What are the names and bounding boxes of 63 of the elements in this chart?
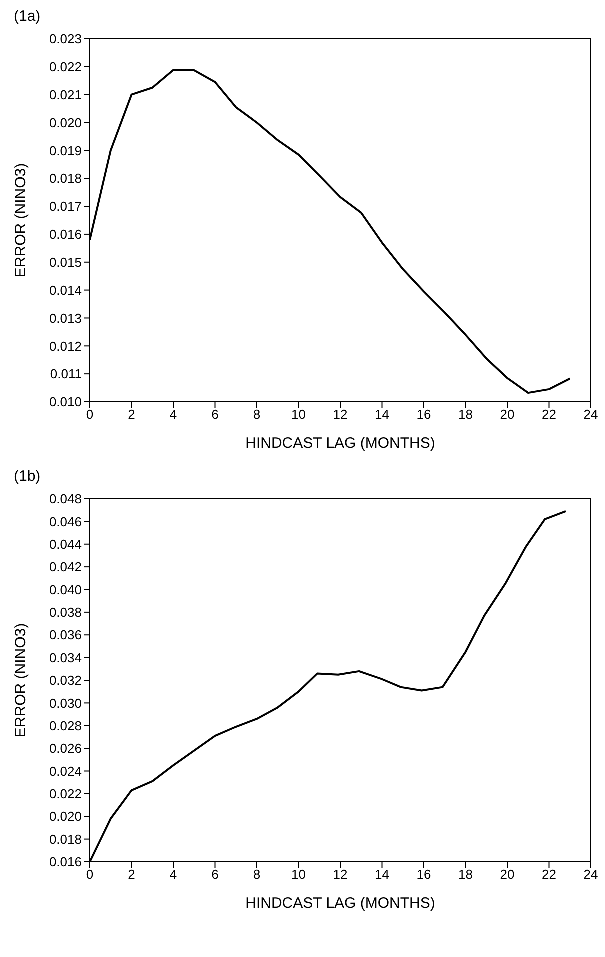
y-tick-label: 0.022: [49, 786, 82, 802]
y-tick-label: 0.034: [49, 650, 82, 666]
y-tick-label: 0.014: [49, 282, 82, 298]
y-tick-label: 0.046: [49, 514, 82, 530]
x-tick-label: 24: [584, 407, 598, 422]
x-tick-label: 6: [212, 867, 219, 882]
x-tick-label: 4: [170, 867, 178, 882]
x-tick-label: 22: [542, 407, 556, 422]
x-tick-label: 6: [212, 407, 219, 422]
x-tick-label: 24: [584, 867, 598, 882]
x-tick-label: 18: [458, 867, 473, 882]
y-tick-label: 0.017: [49, 199, 82, 214]
y-tick-label: 0.020: [49, 115, 82, 130]
y-tick-label: 0.026: [49, 741, 82, 756]
y-tick-label: 0.015: [49, 255, 82, 270]
y-tick-label: 0.048: [49, 492, 82, 507]
x-tick-label: 8: [253, 407, 261, 422]
chart-title: (1a): [14, 8, 42, 27]
y-tick-label: 0.030: [49, 696, 82, 711]
x-tick-label: 18: [458, 407, 473, 422]
y-tick-label: 0.032: [49, 673, 82, 688]
y-tick-label: 0.042: [49, 560, 82, 575]
x-tick-label: 2: [128, 407, 136, 422]
x-tick-label: 2: [128, 867, 136, 882]
y-tick-label: 0.036: [49, 628, 82, 643]
x-axis-title: HINDCAST LAG (MONTHS): [246, 435, 436, 452]
y-tick-label: 0.028: [49, 718, 82, 734]
y-tick-label: 0.021: [49, 87, 82, 102]
y-tick-label: 0.022: [49, 60, 82, 75]
y-tick-label: 0.019: [49, 143, 82, 158]
x-tick-label: 16: [416, 867, 432, 882]
y-tick-label: 0.010: [49, 394, 82, 410]
x-tick-label: 22: [542, 867, 556, 882]
x-tick-label: 10: [292, 407, 306, 422]
y-tick-label: 0.018: [49, 171, 82, 186]
y-tick-label: 0.016: [49, 227, 82, 242]
x-tick-label: 20: [500, 867, 515, 882]
y-tick-label: 0.020: [49, 809, 82, 824]
x-tick-label: 16: [416, 407, 432, 422]
y-axis-title: ERROR (NINO3): [12, 163, 30, 278]
x-tick-label: 12: [333, 407, 348, 422]
y-axis-title: ERROR (NINO3): [12, 623, 30, 738]
y-tick-label: 0.011: [50, 366, 82, 382]
x-tick-label: 20: [500, 407, 515, 422]
x-axis-title: HINDCAST LAG (MONTHS): [246, 895, 436, 912]
chart-title: (1b): [14, 468, 42, 487]
x-tick-label: 4: [170, 407, 178, 422]
y-tick-label: 0.040: [49, 582, 82, 598]
y-tick-label: 0.023: [49, 32, 82, 47]
y-tick-label: 0.038: [49, 605, 82, 620]
x-tick-label: 14: [375, 407, 390, 422]
y-tick-label: 0.012: [49, 338, 82, 354]
y-tick-label: 0.013: [49, 310, 82, 326]
y-tick-label: 0.044: [49, 536, 82, 552]
y-tick-label: 0.024: [49, 764, 82, 779]
x-tick-label: 8: [253, 867, 261, 882]
y-tick-label: 0.018: [49, 832, 82, 847]
y-tick-label: 0.016: [49, 854, 82, 870]
x-tick-label: 14: [375, 867, 390, 882]
x-tick-label: 10: [292, 867, 306, 882]
x-tick-label: 0: [86, 867, 94, 882]
x-tick-label: 12: [333, 867, 348, 882]
x-tick-label: 0: [86, 407, 94, 422]
